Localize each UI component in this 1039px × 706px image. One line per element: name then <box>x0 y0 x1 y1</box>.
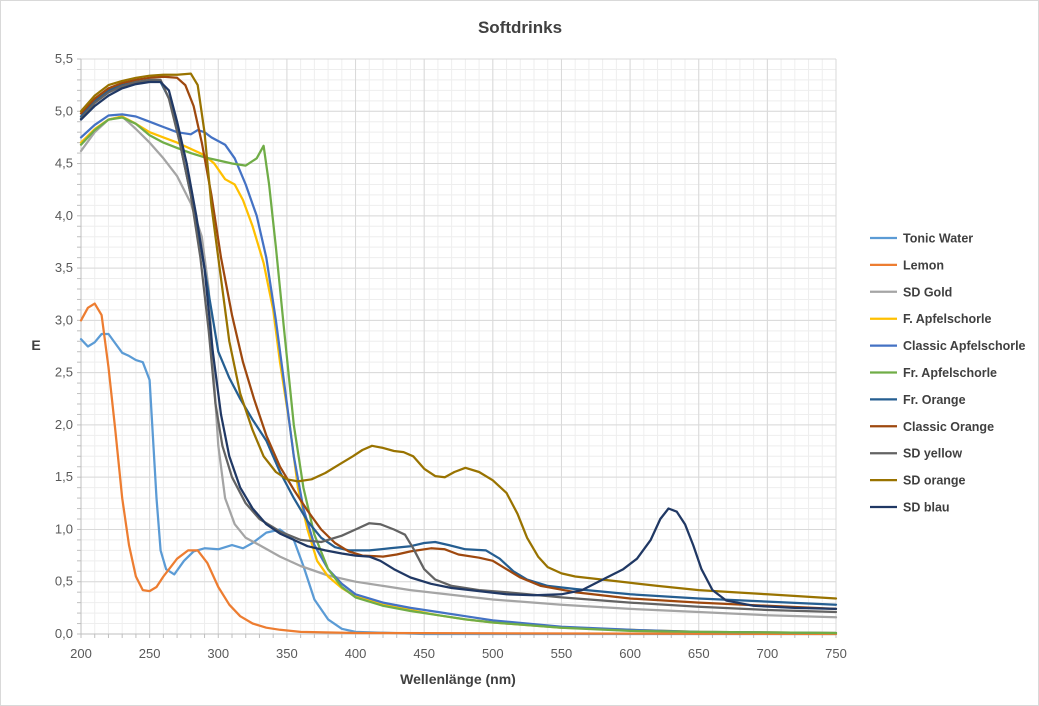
x-tick-label: 300 <box>207 646 229 661</box>
series-line-sd-gold <box>79 115 838 619</box>
series-line-lemon <box>79 302 838 636</box>
series-line-sd-orange <box>79 72 838 600</box>
x-tick-label: 350 <box>276 646 298 661</box>
y-tick-label: 5,5 <box>55 51 73 66</box>
gridlines <box>80 58 837 635</box>
legend-label-sd-yellow: SD yellow <box>903 447 962 461</box>
series-line-classic-orange <box>79 75 838 611</box>
legend-label-classic-orange: Classic Orange <box>903 420 994 434</box>
series-line-sd-yellow <box>79 78 838 614</box>
x-tick-label: 750 <box>825 646 847 661</box>
x-tick-label: 550 <box>551 646 573 661</box>
x-tick-label: 650 <box>688 646 710 661</box>
series-line-fr-apfelschorle <box>79 116 838 635</box>
legend-label-tonic-water: Tonic Water <box>903 232 973 246</box>
y-tick-labels: 0,0 0,5 1,0 1,5 2,0 2,5 3,0 3,5 4,0 4,5 5,0 5,5 <box>55 51 73 641</box>
chart-title: Softdrinks <box>478 18 562 37</box>
y-tick-label: 1,0 <box>55 521 73 536</box>
series-line-tonic-water <box>79 332 838 636</box>
y-axis-title: E <box>31 337 40 353</box>
series-lines <box>79 72 838 636</box>
x-tick-label: 250 <box>139 646 161 661</box>
x-tick-label: 600 <box>619 646 641 661</box>
x-tick-labels: 200 250 300 350 400 450 500 550 600 650 700 750 <box>70 646 847 661</box>
y-tick-label: 5,0 <box>55 103 73 118</box>
x-tick-label: 500 <box>482 646 504 661</box>
legend-label-fr-apfelschorle: Fr. Apfelschorle <box>903 366 997 380</box>
legend-label-f-apfelschorle: F. Apfelschorle <box>903 312 991 326</box>
legend-label-sd-orange: SD orange <box>903 474 966 488</box>
legend-label-lemon: Lemon <box>903 258 944 272</box>
y-tick-label: 2,0 <box>55 417 73 432</box>
y-tick-label: 3,0 <box>55 312 73 327</box>
series-line-sd-blau <box>79 80 838 611</box>
y-tick-label: 0,0 <box>55 626 73 641</box>
y-tick-label: 3,5 <box>55 260 73 275</box>
legend: Tonic Water Lemon SD Gold F. Apfelschorle Cl… <box>870 232 1026 515</box>
y-tick-label: 2,5 <box>55 365 73 380</box>
x-tick-label: 400 <box>345 646 367 661</box>
x-tick-label: 700 <box>757 646 779 661</box>
legend-label-sd-blau: SD blau <box>903 501 950 515</box>
legend-label-classic-apfelschorle: Classic Apfelschorle <box>903 339 1026 353</box>
series-line-fr-orange <box>79 79 838 606</box>
y-tick-label: 0,5 <box>55 574 73 589</box>
y-tick-label: 1,5 <box>55 469 73 484</box>
y-tick-label: 4,0 <box>55 208 73 223</box>
y-tick-label: 4,5 <box>55 156 73 171</box>
series-line-classic-apfelschorle <box>79 113 838 635</box>
x-tick-label: 200 <box>70 646 92 661</box>
legend-label-fr-orange: Fr. Orange <box>903 393 966 407</box>
x-tick-label: 450 <box>413 646 435 661</box>
x-axis-title: Wellenlänge (nm) <box>400 671 516 687</box>
legend-label-sd-gold: SD Gold <box>903 285 952 299</box>
